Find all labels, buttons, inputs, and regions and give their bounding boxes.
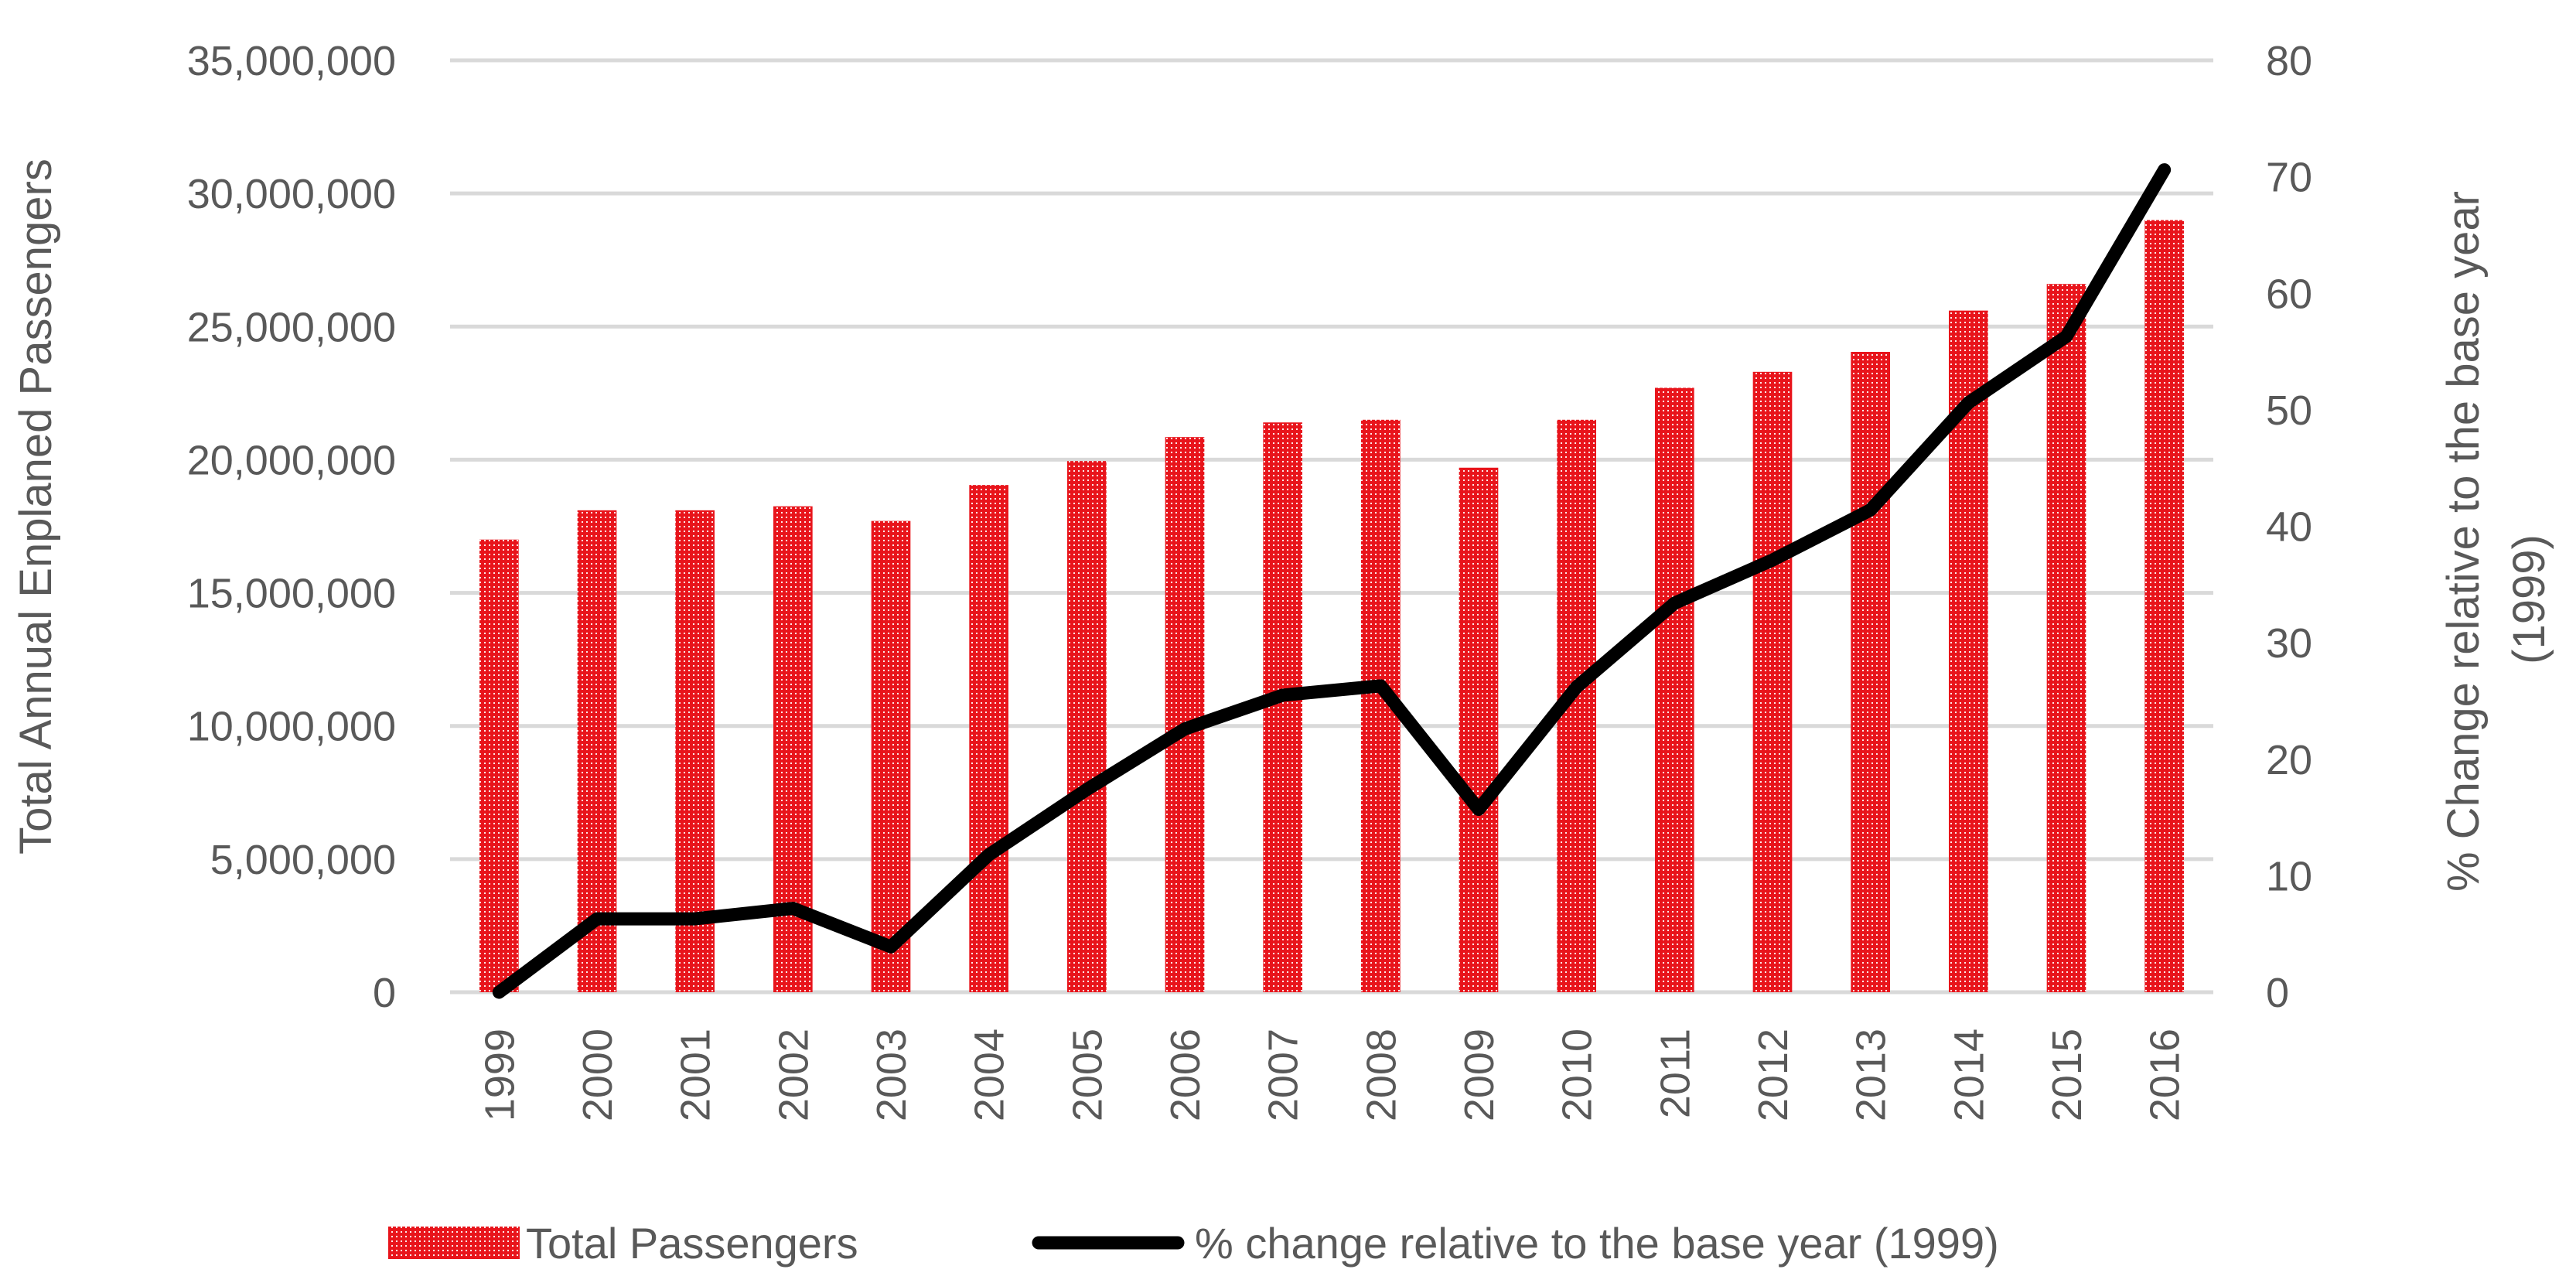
x-tick-label: 2011 — [1652, 1029, 1698, 1118]
right-tick-label: 70 — [2266, 155, 2312, 201]
bar — [871, 520, 911, 992]
line-point — [987, 853, 991, 857]
bar — [479, 539, 519, 992]
right-tick-label: 80 — [2266, 38, 2312, 84]
x-tick-label: 2008 — [1358, 1029, 1404, 1121]
bar — [2144, 220, 2184, 993]
x-tick-label: 2001 — [673, 1029, 719, 1121]
x-tick-label: 2015 — [2044, 1029, 2090, 1121]
bar — [2046, 284, 2086, 992]
line-point — [1575, 685, 1578, 689]
right-axis-ticks: 0 10 20 30 40 50 60 70 80 — [2266, 38, 2312, 1016]
left-tick-label: 5,000,000 — [210, 837, 396, 883]
line-point — [1868, 508, 1872, 512]
legend-swatch-total-passengers — [388, 1227, 520, 1259]
right-tick-label: 0 — [2266, 970, 2289, 1016]
gridlines — [450, 58, 2213, 995]
line-point — [889, 945, 892, 949]
line-point — [1379, 684, 1383, 688]
x-tick-label: 2007 — [1261, 1029, 1307, 1121]
left-tick-label: 20,000,000 — [187, 437, 396, 483]
left-axis-title: Total Annual Enplaned Passengers — [11, 159, 61, 855]
line-point — [1085, 787, 1089, 791]
x-tick-label: 2009 — [1456, 1029, 1503, 1121]
legend-label-total-passengers: Total Passengers — [526, 1219, 858, 1268]
line-point — [1477, 807, 1480, 811]
line-point — [791, 906, 795, 910]
line-path — [492, 163, 2172, 999]
line-series-percent-change — [492, 163, 2172, 999]
bar — [969, 485, 1008, 992]
bar — [1165, 437, 1205, 992]
bar — [577, 510, 617, 992]
line-point — [1183, 727, 1186, 731]
legend: Total Passengers % change relative to th… — [388, 1219, 1999, 1268]
right-tick-label: 30 — [2266, 620, 2312, 667]
right-axis-title-line1: % Change relative to the base year — [2438, 191, 2489, 892]
x-tick-label: 2002 — [770, 1029, 817, 1121]
x-tick-label: 2005 — [1064, 1029, 1111, 1121]
line-point — [2065, 334, 2068, 338]
bar — [1459, 467, 1499, 992]
x-tick-label: 2012 — [1750, 1029, 1796, 1121]
x-tick-label: 2014 — [1946, 1029, 1992, 1121]
right-tick-label: 50 — [2266, 387, 2312, 434]
left-tick-label: 0 — [373, 970, 396, 1016]
line-point — [1281, 693, 1285, 697]
x-tick-label: 2000 — [575, 1029, 621, 1121]
line-point — [595, 917, 599, 921]
right-tick-label: 20 — [2266, 737, 2312, 783]
left-tick-label: 15,000,000 — [187, 571, 396, 617]
x-tick-label: 1999 — [476, 1029, 523, 1121]
right-axis-title-line2: (1999) — [2504, 534, 2554, 664]
right-tick-label: 60 — [2266, 271, 2312, 317]
bar-series-total-passengers — [479, 220, 2184, 993]
left-tick-label: 10,000,000 — [187, 704, 396, 750]
x-tick-label: 2006 — [1162, 1029, 1209, 1121]
line-point — [693, 917, 697, 921]
left-tick-label: 30,000,000 — [187, 171, 396, 217]
line-point — [1771, 558, 1774, 562]
bar — [1263, 422, 1302, 992]
line-point — [1967, 401, 1970, 404]
right-tick-label: 10 — [2266, 853, 2312, 899]
left-tick-label: 25,000,000 — [187, 304, 396, 350]
x-tick-label: 2003 — [868, 1029, 915, 1121]
line-point — [497, 991, 501, 994]
x-tick-label: 2013 — [1848, 1029, 1895, 1121]
left-axis-ticks: 0 5,000,000 10,000,000 15,000,000 20,000,000… — [187, 38, 396, 1016]
bar — [1655, 387, 1694, 992]
x-tick-label: 2016 — [2142, 1029, 2189, 1121]
right-tick-label: 40 — [2266, 504, 2312, 551]
x-axis-ticks: 1999 2000 2001 2002 2003 2004 2005 2006 2007 2008… — [476, 1029, 2188, 1121]
line-point — [1673, 601, 1677, 605]
legend-label-percent-change: % change relative to the base year (1999… — [1195, 1219, 1999, 1268]
left-tick-label: 35,000,000 — [187, 38, 396, 84]
bar — [1752, 371, 1793, 992]
line-point — [2162, 168, 2166, 172]
x-tick-label: 2010 — [1554, 1029, 1601, 1121]
bar — [1067, 461, 1107, 992]
x-tick-label: 2004 — [967, 1029, 1013, 1121]
bar — [1851, 351, 1890, 992]
